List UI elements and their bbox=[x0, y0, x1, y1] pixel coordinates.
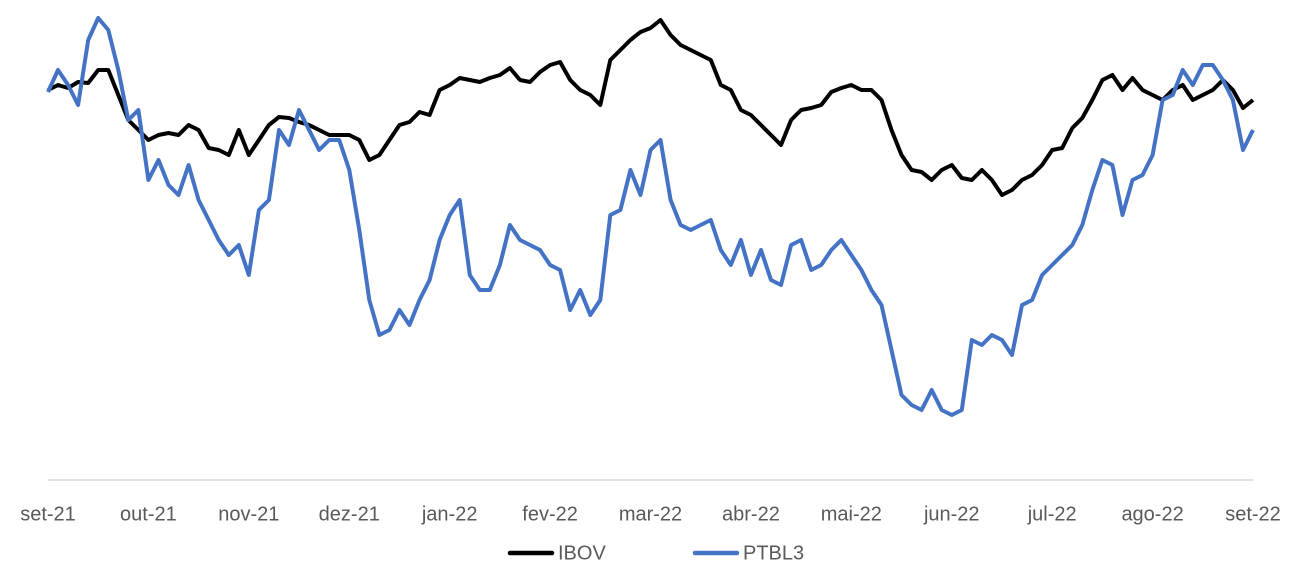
x-tick-label: set-21 bbox=[20, 503, 76, 525]
x-tick-label: abr-22 bbox=[722, 503, 780, 525]
x-tick-label: mar-22 bbox=[619, 503, 682, 525]
data-line bbox=[46, 16, 1255, 417]
legend-label: PTBL3 bbox=[743, 542, 804, 564]
x-tick-label: nov-21 bbox=[218, 503, 279, 525]
x-tick-label: jul-22 bbox=[1027, 503, 1077, 525]
x-tick-label: ago-22 bbox=[1121, 503, 1183, 525]
x-tick-label: mai-22 bbox=[821, 503, 882, 525]
x-tick-label: fev-22 bbox=[522, 503, 578, 525]
x-tick-label: jun-22 bbox=[923, 503, 980, 525]
x-tick-label: dez-21 bbox=[319, 503, 380, 525]
data-line bbox=[47, 18, 1255, 197]
x-tick-label: jan-22 bbox=[421, 503, 478, 525]
x-tick-label: out-21 bbox=[120, 503, 177, 525]
legend-label: IBOV bbox=[558, 542, 606, 564]
x-tick-label: set-22 bbox=[1225, 503, 1281, 525]
